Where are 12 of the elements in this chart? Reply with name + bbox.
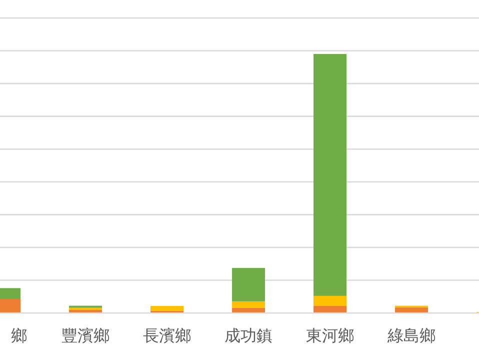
bar [314,306,346,313]
bar [232,268,265,302]
x-tick-label: 長濱鄉 [143,326,191,345]
bar [314,296,346,306]
bar [314,54,346,296]
bar [150,306,184,311]
x-tick-label: 東河鄉 [306,326,354,345]
x-tick-label: 鄉 [11,326,27,345]
x-tick-label: 綠島鄉 [386,326,436,345]
x-tick-label: 豐濱鄉 [62,326,110,345]
x-tick-label: 成功鎮 [224,326,272,345]
bar [232,301,265,308]
